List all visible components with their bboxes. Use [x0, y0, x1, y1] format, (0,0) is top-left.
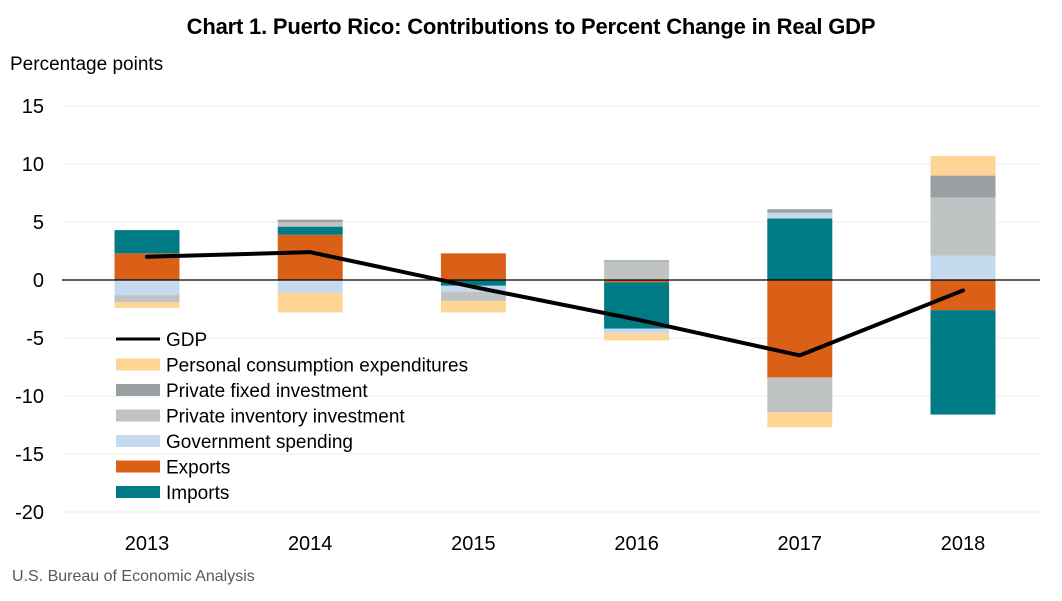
bar-segment-imports [277, 226, 343, 235]
x-tick-label: 2015 [451, 533, 496, 555]
bar-segment-government-spending [604, 328, 670, 334]
legend-item: Government spending [116, 432, 353, 453]
legend-label: Imports [166, 483, 229, 504]
gdp-line-group [145, 250, 965, 358]
y-tick-label: 15 [22, 96, 44, 118]
bar-segment-imports [440, 280, 506, 286]
legend-item: Imports [116, 483, 229, 504]
bar-segment-personal-consumption-expenditures [604, 333, 670, 341]
bar-segment-private-fixed-investment [767, 209, 833, 213]
legend-label: Private fixed investment [166, 381, 368, 402]
legend-swatch [116, 358, 160, 371]
legend-swatch [116, 384, 160, 396]
legend-label: Government spending [166, 432, 353, 453]
bar-segment-imports [114, 230, 180, 254]
y-tick-label: -10 [15, 386, 44, 408]
legend-swatch [116, 460, 160, 473]
y-tick-label: -15 [15, 444, 44, 466]
legend-swatch [116, 409, 160, 422]
bar-segment-exports [440, 253, 506, 280]
bar-segment-private-inventory-investment [930, 197, 996, 256]
bar-segment-personal-consumption-expenditures [930, 155, 996, 176]
x-tick-label: 2018 [941, 533, 986, 555]
bar-segment-government-spending [767, 212, 833, 219]
bar-stack-2014 [277, 219, 343, 313]
bar-segment-private-fixed-investment [604, 260, 670, 262]
bar-segment-exports [767, 280, 833, 378]
gridlines [62, 105, 1040, 513]
bar-stack-2016 [604, 260, 670, 341]
bar-segment-personal-consumption-expenditures [277, 292, 343, 313]
bar-segment-imports [604, 282, 670, 329]
bar-segment-imports [930, 310, 996, 415]
gdp-line [145, 250, 965, 358]
legend: GDP Personal consumption expenditures Priv… [116, 330, 468, 504]
legend-item: Private fixed investment [116, 381, 368, 402]
bar-segment-government-spending [277, 280, 343, 293]
x-tick-label: 2016 [614, 533, 659, 555]
bar-segment-private-inventory-investment [767, 377, 833, 413]
bar-segment-personal-consumption-expenditures [767, 412, 833, 428]
y-tick-label: 5 [33, 212, 44, 234]
chart-title: Chart 1. Puerto Rico: Contributions to P… [186, 14, 876, 39]
bar-segment-exports [604, 280, 670, 283]
legend-item: Exports [116, 458, 230, 479]
legend-label: GDP [166, 330, 207, 351]
y-axis-ticks: 15 10 5 0 -5 -10 -15 -20 [15, 96, 44, 524]
bar-stack-2018 [930, 155, 996, 415]
bar-segment-personal-consumption-expenditures [440, 300, 506, 313]
legend-swatch [116, 435, 160, 447]
bar-segment-private-inventory-investment [114, 295, 180, 303]
legend-item: Personal consumption expenditures [116, 356, 468, 377]
bar-segment-government-spending [930, 255, 996, 280]
bar-segment-private-fixed-investment [277, 219, 343, 222]
x-tick-label: 2017 [778, 533, 823, 555]
y-axis-label: Percentage points [10, 54, 164, 75]
source-note: U.S. Bureau of Economic Analysis [12, 568, 255, 585]
bar-stack-2013 [114, 230, 180, 308]
legend-item: GDP [116, 330, 207, 351]
x-axis-ticks: 2013 2014 2015 2016 2017 2018 [125, 533, 986, 555]
legend-label: Private inventory investment [166, 407, 405, 428]
legend-label: Personal consumption expenditures [166, 356, 468, 377]
x-tick-label: 2014 [288, 533, 333, 555]
bar-segment-private-inventory-investment [440, 291, 506, 301]
bar-segment-government-spending [114, 280, 180, 296]
bar-segment-private-fixed-investment [930, 175, 996, 198]
y-tick-label: 0 [33, 270, 44, 292]
y-tick-label: -5 [26, 328, 44, 350]
bar-segment-private-inventory-investment [604, 261, 670, 280]
bar-segment-private-inventory-investment [277, 222, 343, 227]
legend-swatch [116, 486, 160, 498]
legend-item: Private inventory investment [116, 407, 405, 428]
y-tick-label: -20 [15, 502, 44, 524]
legend-label: Exports [166, 458, 230, 479]
bar-segment-personal-consumption-expenditures [114, 302, 180, 308]
bar-stack-2017 [767, 209, 833, 428]
x-tick-label: 2013 [125, 533, 170, 555]
y-tick-label: 10 [22, 154, 44, 176]
bar-segment-exports [930, 280, 996, 311]
bar-segment-imports [767, 218, 833, 280]
